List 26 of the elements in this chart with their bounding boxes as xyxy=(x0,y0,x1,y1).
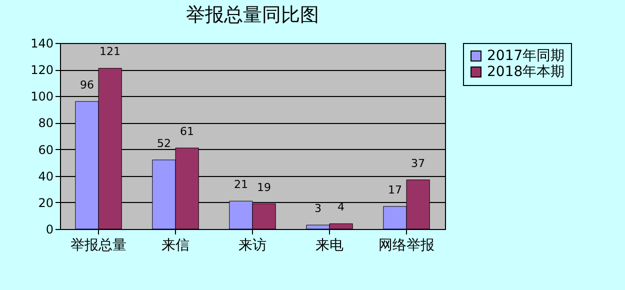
data-label: 37 xyxy=(411,156,426,170)
data-label: 52 xyxy=(156,136,171,150)
y-tick-label: 80 xyxy=(38,116,54,130)
chart-title: 举报总量同比图 xyxy=(186,4,319,26)
y-tick-label: 100 xyxy=(30,90,54,104)
y-tick-label: 20 xyxy=(38,196,54,210)
legend-label: 2017年同期 xyxy=(487,48,565,64)
x-tick-label: 举报总量 xyxy=(70,238,126,254)
x-tick-label: 来信 xyxy=(162,238,190,254)
data-label: 61 xyxy=(180,124,194,138)
x-tick-label: 来电 xyxy=(316,238,344,254)
x-tick-label: 来访 xyxy=(238,238,266,254)
y-tick-label: 0 xyxy=(46,222,54,236)
data-label: 17 xyxy=(388,183,402,196)
data-label: 3 xyxy=(314,202,322,216)
data-label: 121 xyxy=(100,45,121,58)
y-tick-label: 140 xyxy=(30,36,54,50)
data-label: 21 xyxy=(234,178,248,192)
data-label: 4 xyxy=(338,200,345,214)
x-tick-label: 网络举报 xyxy=(378,238,434,254)
data-label: 96 xyxy=(80,78,94,92)
y-tick-label: 120 xyxy=(30,63,54,78)
y-tick-label: 40 xyxy=(38,169,54,184)
legend-label: 2018年本期 xyxy=(487,64,565,80)
data-label: 19 xyxy=(257,180,272,194)
y-tick-label: 60 xyxy=(38,142,54,157)
